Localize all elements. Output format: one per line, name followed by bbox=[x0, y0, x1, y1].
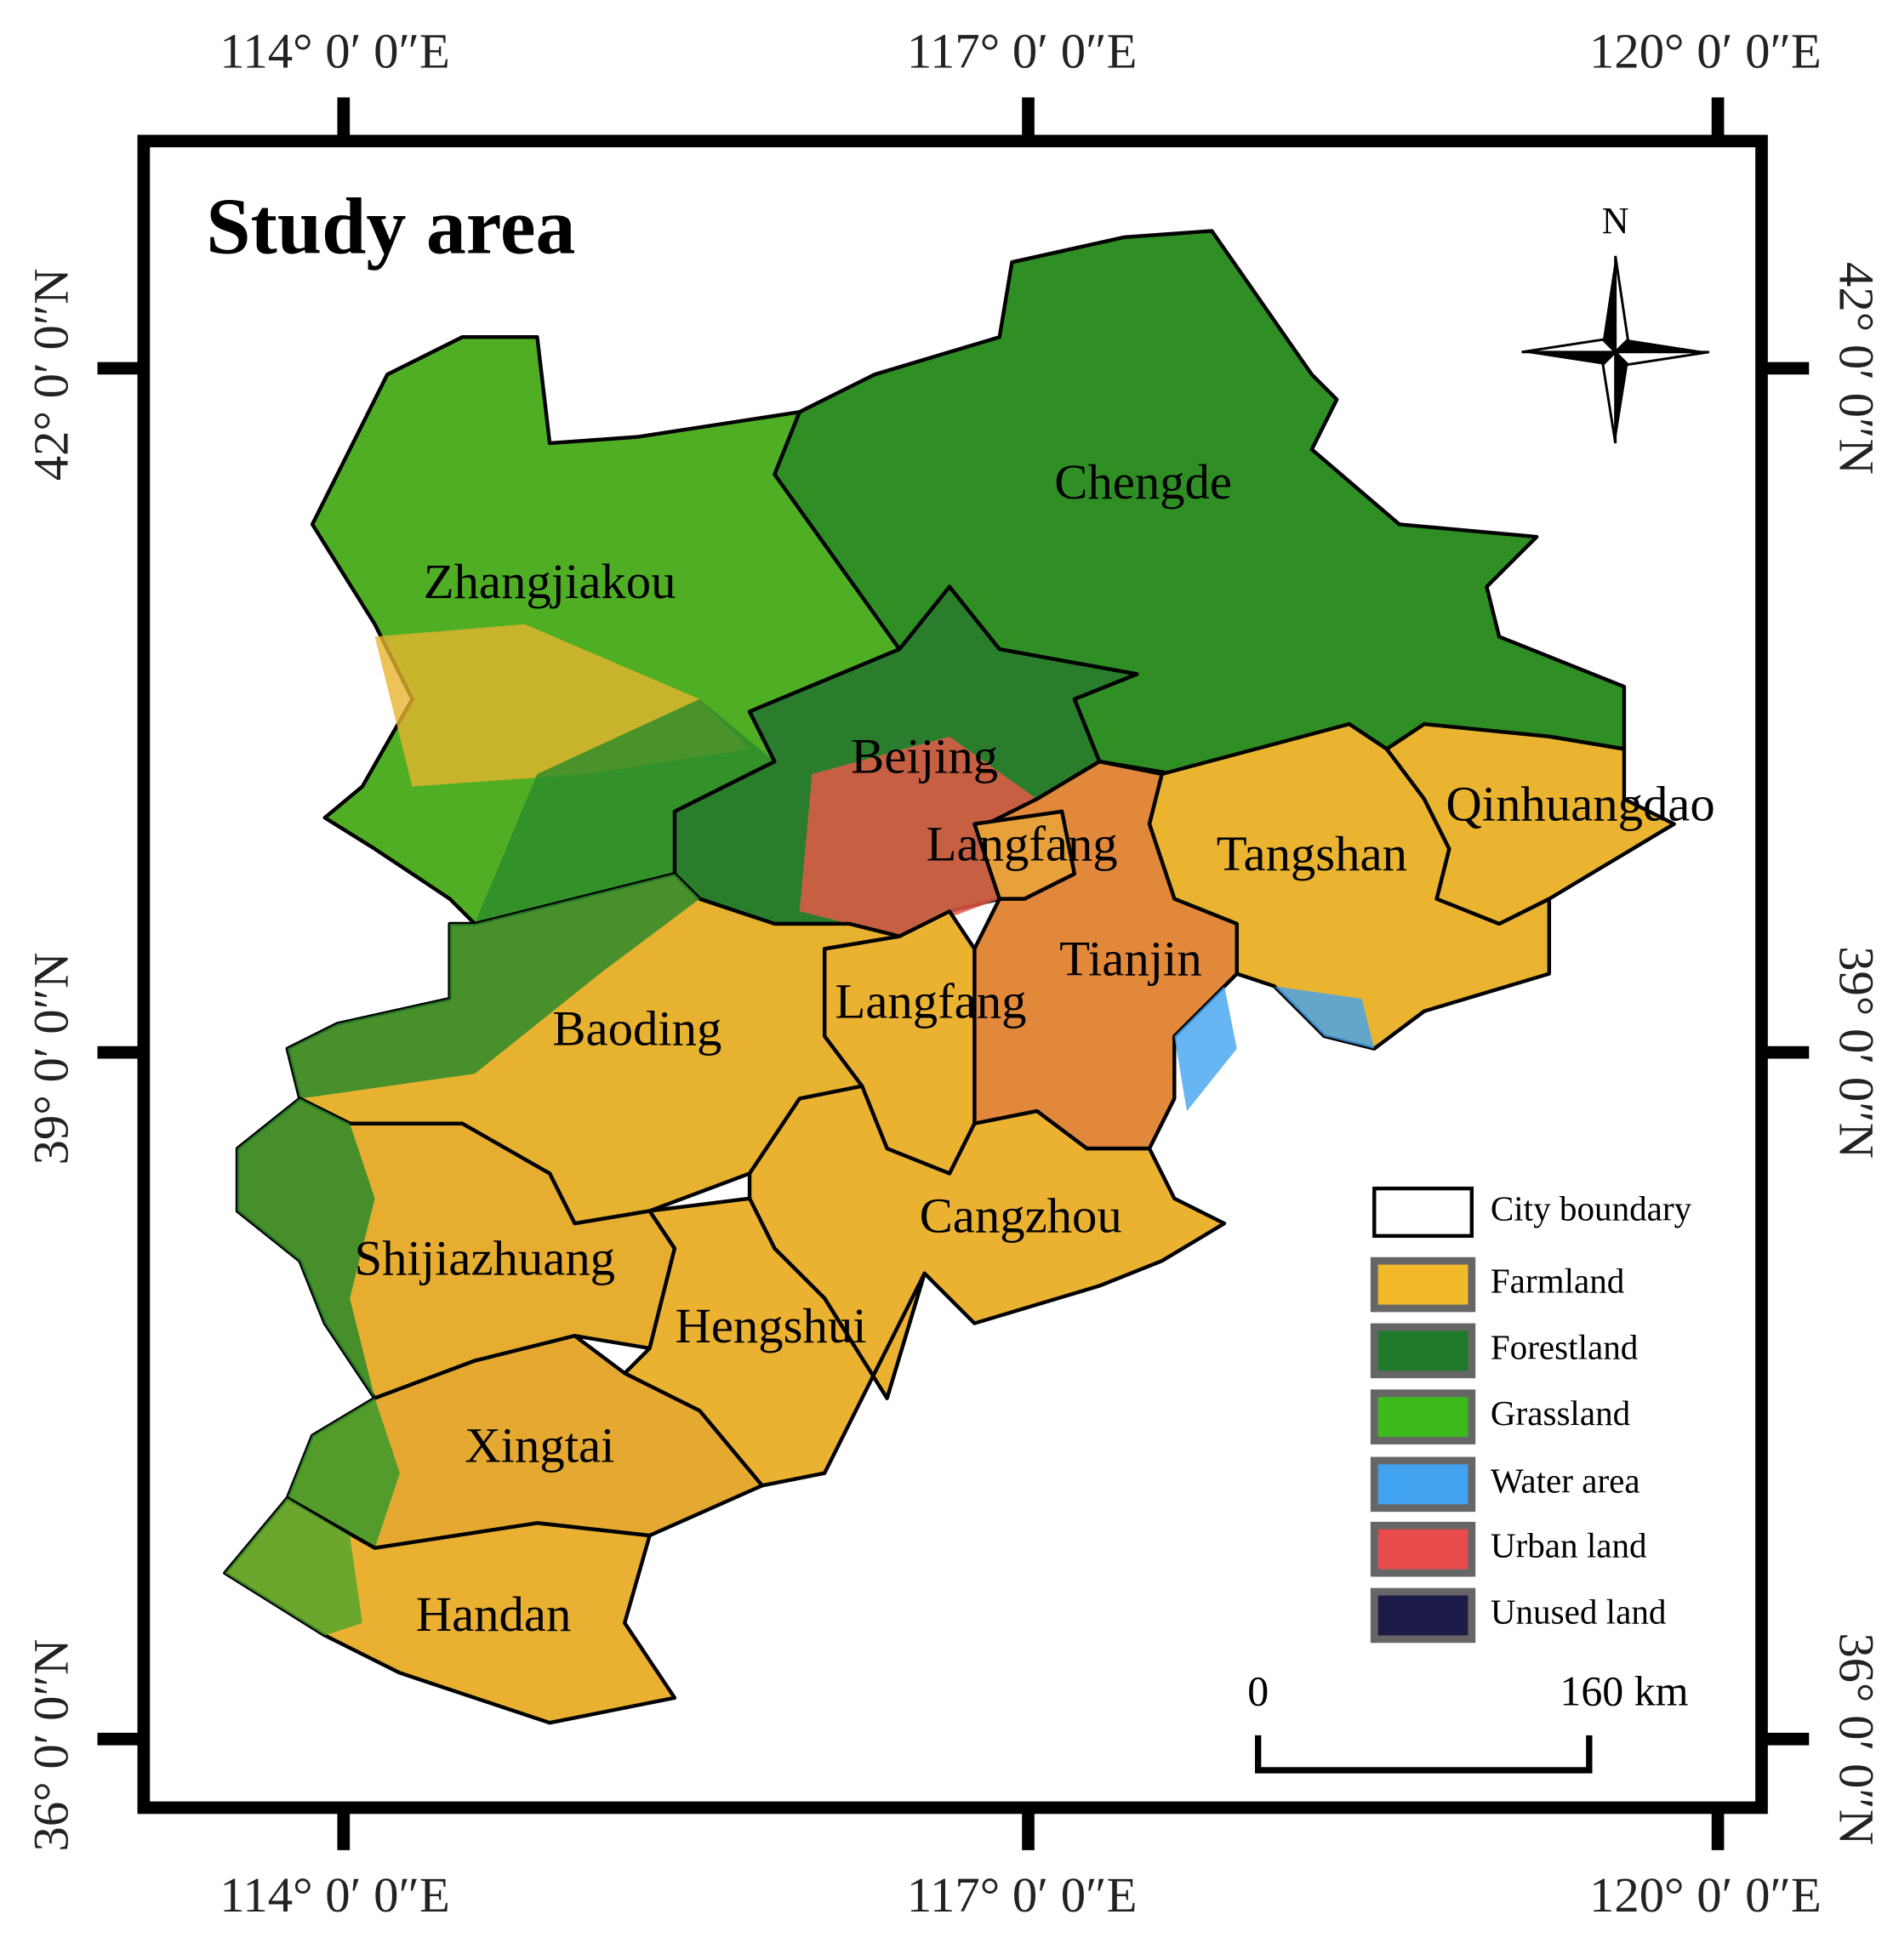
legend-swatch bbox=[1370, 1521, 1476, 1577]
city-label: Handan bbox=[416, 1587, 572, 1642]
city-label: Hengshui bbox=[675, 1298, 866, 1353]
city-label: Xingtai bbox=[465, 1418, 614, 1473]
legend-swatch bbox=[1370, 1323, 1476, 1379]
legend-swatch bbox=[1370, 1456, 1476, 1513]
latitude-label: 36° 0′ 0″N bbox=[24, 1639, 79, 1852]
legend-swatch bbox=[1370, 1256, 1476, 1313]
longitude-label: 114° 0′ 0″E bbox=[220, 24, 450, 79]
city-label: Qinhuangdao bbox=[1446, 776, 1714, 831]
longitude-label: 117° 0′ 0″E bbox=[907, 24, 1138, 79]
city-label: Chengde bbox=[1054, 454, 1232, 510]
scale-end: 160 km bbox=[1560, 1667, 1688, 1714]
longitude-label: 120° 0′ 0″E bbox=[1589, 1867, 1822, 1923]
north-label: N bbox=[1602, 200, 1629, 242]
latitude-label: 42° 0′ 0″N bbox=[24, 268, 79, 481]
legend-swatch bbox=[1370, 1587, 1476, 1644]
legend-label: Grassland bbox=[1491, 1393, 1631, 1433]
longitude-label: 120° 0′ 0″E bbox=[1589, 24, 1822, 79]
city-label: Zhangjiakou bbox=[424, 554, 676, 609]
latitude-label: 39° 0′ 0″N bbox=[24, 953, 79, 1165]
scale-bar bbox=[1255, 1735, 1593, 1774]
legend-label: Farmland bbox=[1491, 1262, 1625, 1301]
legend-label: Unused land bbox=[1491, 1592, 1667, 1631]
scale-start: 0 bbox=[1247, 1667, 1269, 1714]
legend-label: Urban land bbox=[1491, 1526, 1647, 1565]
legend-label: City boundary bbox=[1491, 1188, 1692, 1228]
legend-label: Forestland bbox=[1491, 1327, 1639, 1366]
city-label: Tianjin bbox=[1059, 931, 1202, 986]
city-regions bbox=[223, 229, 1676, 1725]
legend-label: Water area bbox=[1491, 1461, 1640, 1500]
longitude-label: 114° 0′ 0″E bbox=[220, 1867, 450, 1923]
map-title: Study area bbox=[206, 182, 575, 271]
city-label: Langfang bbox=[927, 816, 1118, 871]
latitude-label: 36° 0′ 0″N bbox=[1829, 1632, 1885, 1845]
frame-ticks bbox=[97, 97, 1810, 1850]
north-arrow bbox=[1521, 255, 1710, 444]
city-label: Cangzhou bbox=[920, 1188, 1122, 1244]
longitude-label: 117° 0′ 0″E bbox=[907, 1867, 1138, 1923]
legend-swatch bbox=[1370, 1389, 1476, 1444]
latitude-label: 39° 0′ 0″N bbox=[1829, 946, 1885, 1159]
latitude-label: 42° 0′ 0″N bbox=[1829, 262, 1885, 475]
legend-swatch bbox=[1372, 1186, 1474, 1239]
map-frame bbox=[137, 134, 1768, 1815]
city-label: Beijing bbox=[851, 729, 998, 784]
city-label: Baoding bbox=[552, 1001, 721, 1057]
city-label: Tangshan bbox=[1217, 826, 1407, 881]
city-label: Shijiazhuang bbox=[354, 1231, 615, 1286]
city-label: Langfang bbox=[835, 973, 1026, 1028]
